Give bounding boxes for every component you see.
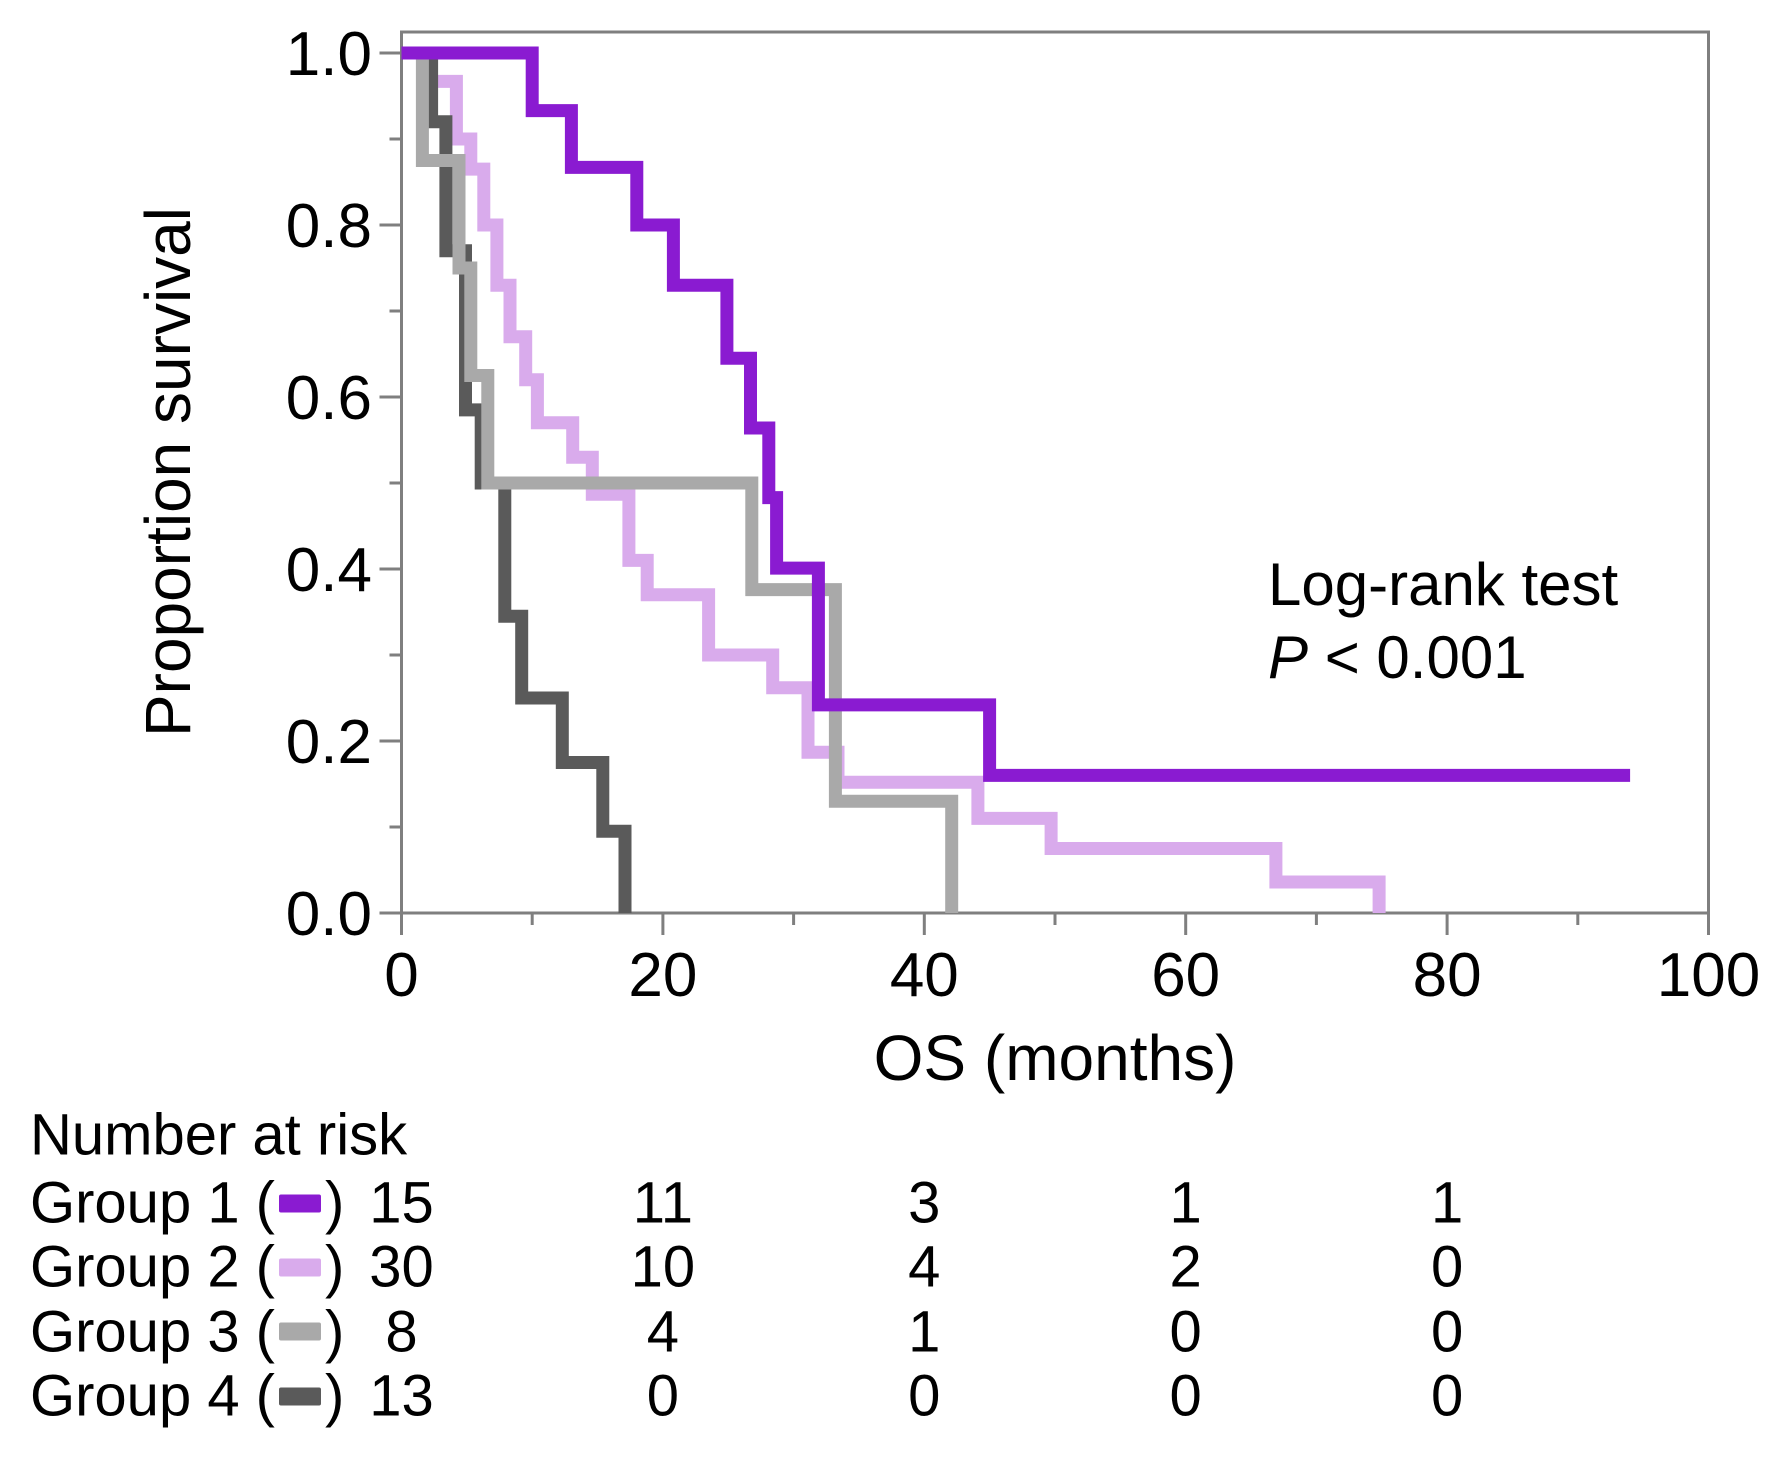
x-tick-label-20: 20 xyxy=(628,941,697,1010)
risk-count-group-1-t80: 1 xyxy=(1430,1170,1464,1236)
risk-row-text: ) xyxy=(325,1234,345,1300)
risk-count-group-3-t20: 4 xyxy=(646,1299,680,1365)
risk-count-group-2-t0: 30 xyxy=(369,1234,434,1300)
risk-count-group-4-t20: 0 xyxy=(646,1363,680,1429)
logrank-annotation-line2: P < 0.001 xyxy=(1268,621,1618,694)
risk-count-group-1-t40: 3 xyxy=(908,1170,941,1236)
p-symbol: P xyxy=(1268,624,1309,691)
x-tick-label-100: 100 xyxy=(1657,941,1760,1010)
risk-count-group-2-t60: 2 xyxy=(1169,1234,1202,1300)
y-tick-label-0.6: 0.6 xyxy=(286,364,372,433)
risk-row-text: ) xyxy=(325,1299,345,1365)
risk-count-group-4-t40: 0 xyxy=(908,1363,941,1429)
risk-row-text: ) xyxy=(325,1170,345,1236)
risk-count-group-3-t60: 0 xyxy=(1169,1299,1202,1365)
risk-count-group-3-t80: 0 xyxy=(1430,1299,1464,1365)
risk-count-group-1-t60: 1 xyxy=(1169,1170,1202,1236)
risk-row-label-group-1: Group 1 () xyxy=(30,1170,344,1237)
logrank-annotation: Log-rank test P < 0.001 xyxy=(1268,548,1618,694)
y-tick-label-0.2: 0.2 xyxy=(286,708,372,777)
y-tick-label-0.4: 0.4 xyxy=(286,536,372,605)
risk-count-group-1-t20: 11 xyxy=(632,1170,693,1236)
risk-row-text: ) xyxy=(325,1363,345,1429)
risk-count-group-4-t60: 0 xyxy=(1169,1363,1202,1429)
x-tick-label-80: 80 xyxy=(1413,941,1482,1010)
risk-count-group-2-t40: 4 xyxy=(908,1234,941,1300)
risk-count-group-2-t80: 0 xyxy=(1430,1234,1464,1300)
y-tick-label-0.8: 0.8 xyxy=(286,192,372,261)
risk-count-group-3-t40: 1 xyxy=(908,1299,941,1365)
risk-row-text: Group 1 ( xyxy=(30,1170,275,1236)
risk-count-group-4-t0: 13 xyxy=(369,1363,434,1429)
legend-swatch-group-3 xyxy=(279,1322,321,1341)
x-tick-label-40: 40 xyxy=(890,941,959,1010)
km-curve-group-1 xyxy=(401,46,1631,782)
number-at-risk-header: Number at risk xyxy=(30,1102,408,1168)
legend-swatch-group-1 xyxy=(279,1194,321,1213)
risk-row-text: Group 3 ( xyxy=(30,1299,275,1365)
risk-count-group-3-t0: 8 xyxy=(385,1299,418,1365)
risk-count-group-1-t0: 15 xyxy=(369,1170,434,1236)
risk-row-text: Group 4 ( xyxy=(30,1363,275,1429)
p-value: < 0.001 xyxy=(1308,624,1527,691)
risk-count-group-4-t80: 0 xyxy=(1430,1363,1464,1429)
risk-row-label-group-3: Group 3 () xyxy=(30,1298,344,1365)
legend-swatch-group-2 xyxy=(279,1258,321,1277)
km-curve-group-3 xyxy=(401,46,959,913)
legend-swatch-group-4 xyxy=(279,1387,321,1406)
y-tick-label-0: 0.0 xyxy=(286,880,372,949)
risk-row-label-group-4: Group 4 () xyxy=(30,1362,344,1429)
x-tick-label-0: 0 xyxy=(384,941,418,1010)
y-tick-label-1: 1.0 xyxy=(286,20,372,89)
risk-count-group-2-t20: 10 xyxy=(630,1234,696,1300)
logrank-annotation-line1: Log-rank test xyxy=(1268,551,1619,618)
km-curve-group-2 xyxy=(401,46,1386,913)
risk-row-label-group-2: Group 2 () xyxy=(30,1234,344,1301)
x-tick-label-60: 60 xyxy=(1151,941,1220,1010)
x-axis-title: OS (months) xyxy=(873,1022,1237,1094)
y-axis-title: Proportion survival xyxy=(132,207,204,737)
risk-row-text: Group 2 ( xyxy=(30,1234,275,1300)
